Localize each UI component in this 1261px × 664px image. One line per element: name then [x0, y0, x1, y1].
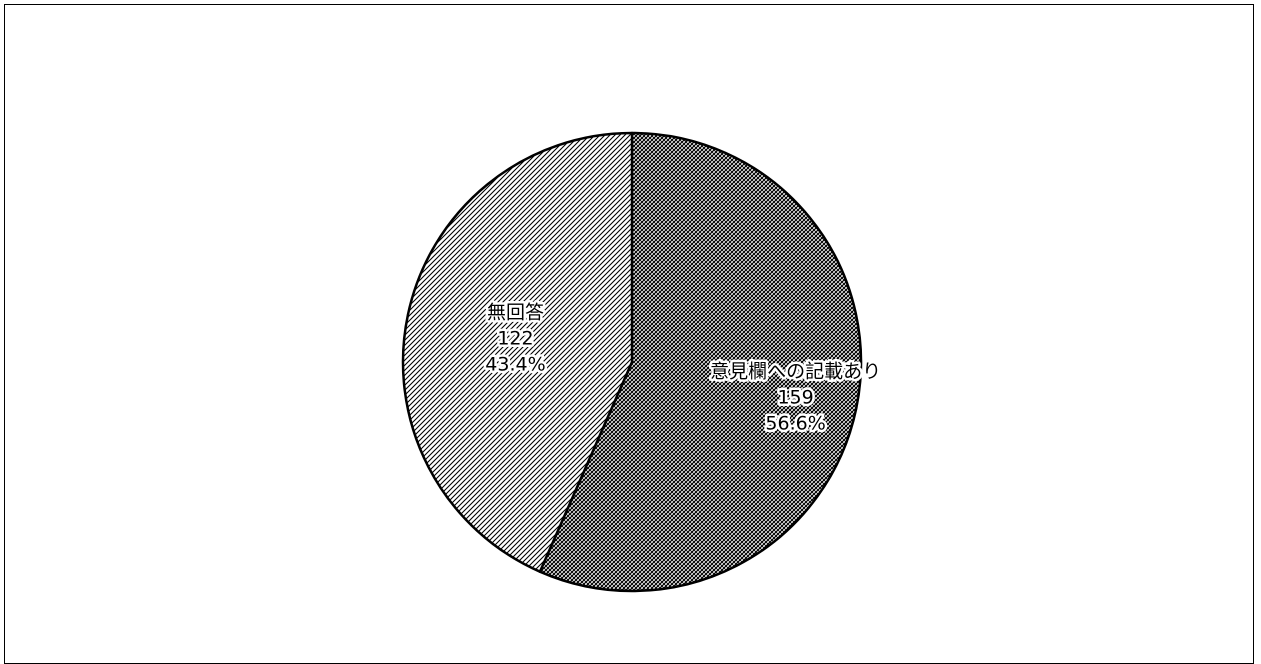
slice-percent-label: 43.4% — [485, 354, 545, 376]
slice-value-label: 122 — [497, 328, 533, 350]
slice-category-label: 無回答 — [487, 302, 544, 324]
slice-category-label: 意見欄への記載あり — [710, 360, 881, 382]
labels-layer: 意見欄への記載あり 159 56.6% 無回答 122 43.4% — [483, 299, 884, 437]
slices-layer — [401, 131, 863, 593]
pie-slice — [538, 131, 863, 593]
slice-value-label: 159 — [777, 386, 813, 408]
pie-slice — [401, 131, 634, 573]
slice-percent-label: 56.6% — [765, 412, 825, 434]
